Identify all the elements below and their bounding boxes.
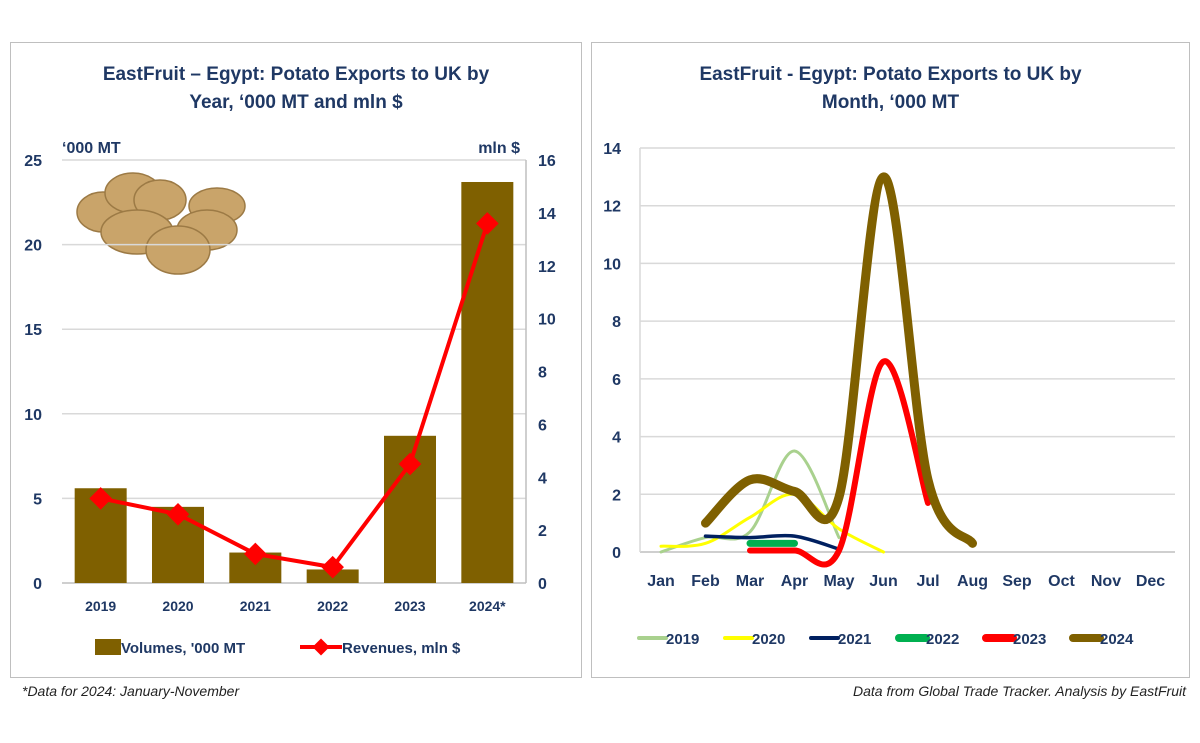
series-line-2019 bbox=[659, 449, 841, 554]
x-tick: Aug bbox=[957, 573, 988, 590]
footnote-left: *Data for 2024: January-November bbox=[22, 683, 240, 699]
y-tick-left: 10 bbox=[24, 407, 42, 424]
legend-label-2021: 2021 bbox=[838, 631, 871, 648]
potatoes-image bbox=[76, 172, 246, 275]
y-tick-right: 14 bbox=[538, 206, 556, 223]
legend-label-volumes: Volumes, '000 MT bbox=[121, 640, 245, 657]
y-tick-left: 5 bbox=[33, 491, 42, 508]
x-tick: Mar bbox=[736, 573, 764, 590]
title-line: EastFruit - Egypt: Potato Exports to UK … bbox=[699, 64, 1082, 85]
legend-label-revenues: Revenues, mln $ bbox=[342, 640, 461, 657]
legend-marker-revenues bbox=[312, 638, 330, 656]
legend-label-2020: 2020 bbox=[752, 631, 785, 648]
title-line: Year, ‘000 MT and mln $ bbox=[189, 92, 403, 113]
monthly-chart-title: EastFruit - Egypt: Potato Exports to UK … bbox=[592, 61, 1189, 117]
x-tick: May bbox=[823, 573, 854, 590]
legend-label-2023: 2023 bbox=[1013, 631, 1046, 648]
y-axis-label-right: mln $ bbox=[478, 140, 520, 157]
title-line: Month, ‘000 MT bbox=[821, 92, 960, 113]
legend-label-2024: 2024 bbox=[1100, 631, 1134, 648]
legend-swatch-volumes bbox=[95, 639, 121, 655]
x-tick: Jan bbox=[647, 573, 675, 590]
x-tick: Jun bbox=[869, 573, 897, 590]
y-tick: 14 bbox=[603, 141, 621, 158]
x-tick: Dec bbox=[1136, 573, 1165, 590]
series-line-2024 bbox=[701, 172, 977, 548]
x-tick: 2020 bbox=[162, 598, 193, 614]
y-tick-left: 20 bbox=[24, 238, 42, 255]
x-tick: 2021 bbox=[240, 598, 271, 614]
footnote-right: Data from Global Trade Tracker. Analysis… bbox=[853, 683, 1186, 699]
x-tick: 2023 bbox=[394, 598, 425, 614]
y-tick: 4 bbox=[612, 430, 621, 447]
x-tick: Apr bbox=[781, 573, 809, 590]
y-tick-left: 25 bbox=[24, 153, 42, 170]
x-tick: Nov bbox=[1091, 573, 1121, 590]
series-line-2021 bbox=[703, 533, 841, 551]
y-tick-right: 8 bbox=[538, 365, 547, 382]
legend-label-2022: 2022 bbox=[926, 631, 959, 648]
x-tick: Sep bbox=[1002, 573, 1032, 590]
y-tick: 2 bbox=[612, 487, 621, 504]
x-tick: 2019 bbox=[85, 598, 116, 614]
title-line: EastFruit – Egypt: Potato Exports to UK … bbox=[102, 64, 490, 85]
y-tick: 12 bbox=[603, 199, 621, 216]
yearly-chart-title: EastFruit – Egypt: Potato Exports to UK … bbox=[11, 61, 581, 117]
y-tick: 8 bbox=[612, 314, 621, 331]
y-tick-right: 6 bbox=[538, 417, 547, 434]
y-tick-left: 0 bbox=[33, 576, 42, 593]
y-tick: 6 bbox=[612, 372, 621, 389]
y-tick-right: 4 bbox=[538, 470, 547, 487]
revenue-marker-2022 bbox=[321, 555, 344, 579]
y-tick-right: 16 bbox=[538, 153, 556, 170]
y-tick-right: 2 bbox=[538, 523, 547, 540]
x-tick: 2022 bbox=[317, 598, 348, 614]
x-tick: Feb bbox=[691, 573, 720, 590]
y-tick-right: 12 bbox=[538, 259, 556, 276]
series-line-2023 bbox=[747, 358, 931, 568]
x-tick: 2024* bbox=[469, 598, 506, 614]
x-tick: Jul bbox=[916, 573, 939, 590]
y-axis-label-left: ‘000 MT bbox=[62, 140, 121, 157]
potato bbox=[145, 225, 211, 275]
legend-label-2019: 2019 bbox=[666, 631, 699, 648]
revenue-marker-2023 bbox=[398, 452, 422, 476]
y-tick-right: 10 bbox=[538, 312, 556, 329]
bar-2024* bbox=[461, 181, 514, 583]
y-tick: 10 bbox=[603, 256, 621, 273]
revenue-marker-2019 bbox=[89, 487, 112, 510]
y-tick-left: 15 bbox=[24, 322, 42, 339]
y-tick-right: 0 bbox=[538, 576, 547, 593]
revenue-line bbox=[100, 222, 490, 570]
x-tick: Oct bbox=[1048, 573, 1075, 590]
y-tick: 0 bbox=[612, 545, 621, 562]
